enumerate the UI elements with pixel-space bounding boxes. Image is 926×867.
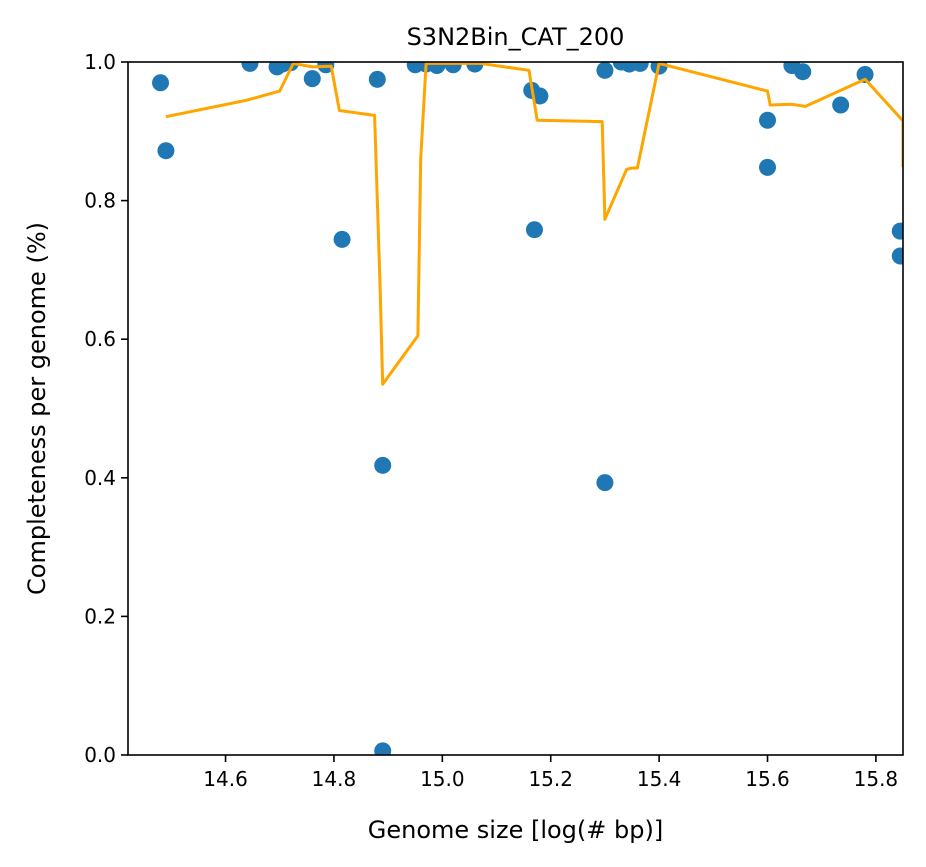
x-axis-ticks: 14.6 14.8 15.0 15.2 15.4 15.6 15.8 [203, 755, 898, 791]
chart-title: S3N2Bin_CAT_200 [407, 23, 625, 51]
x-tick-label: 15.4 [637, 767, 682, 791]
data-point [891, 222, 903, 240]
x-tick-label: 15.2 [528, 767, 573, 791]
y-tick-label: 0.2 [84, 604, 116, 628]
y-tick-label: 0.4 [84, 466, 116, 490]
data-point [832, 96, 850, 114]
y-tick-label: 0.8 [84, 189, 116, 213]
data-point [241, 62, 259, 72]
x-tick-label: 15.0 [420, 767, 465, 791]
data-point [531, 87, 549, 105]
y-tick-label: 0.0 [84, 743, 116, 767]
data-point [759, 111, 777, 129]
x-tick-label: 14.6 [203, 767, 248, 791]
data-point [525, 221, 543, 239]
trend-line [165, 62, 903, 386]
data-point [152, 74, 170, 92]
data-point [428, 62, 446, 74]
y-tick-label: 1.0 [84, 50, 116, 74]
plot-frame [127, 61, 904, 756]
x-tick-label: 14.8 [312, 767, 357, 791]
data-point [368, 70, 386, 88]
y-axis-label: Completeness per genome (%) [23, 222, 51, 595]
data-point [596, 474, 614, 492]
data-point [891, 247, 903, 265]
data-point [374, 456, 392, 474]
data-point [333, 230, 351, 248]
y-tick-label: 0.6 [84, 327, 116, 351]
data-point [374, 742, 392, 755]
data-point [759, 158, 777, 176]
data-point [596, 62, 614, 79]
x-tick-label: 15.6 [745, 767, 790, 791]
data-layer [152, 62, 903, 755]
x-tick-label: 15.8 [854, 767, 899, 791]
y-axis-ticks: 0.0 0.2 0.4 0.6 0.8 1.0 [84, 50, 128, 767]
data-point [631, 62, 649, 72]
x-axis-label: Genome size [log(# bp)] [368, 816, 663, 844]
data-point [856, 65, 874, 83]
data-point [157, 142, 175, 160]
data-point [794, 63, 812, 81]
data-point [303, 70, 321, 88]
